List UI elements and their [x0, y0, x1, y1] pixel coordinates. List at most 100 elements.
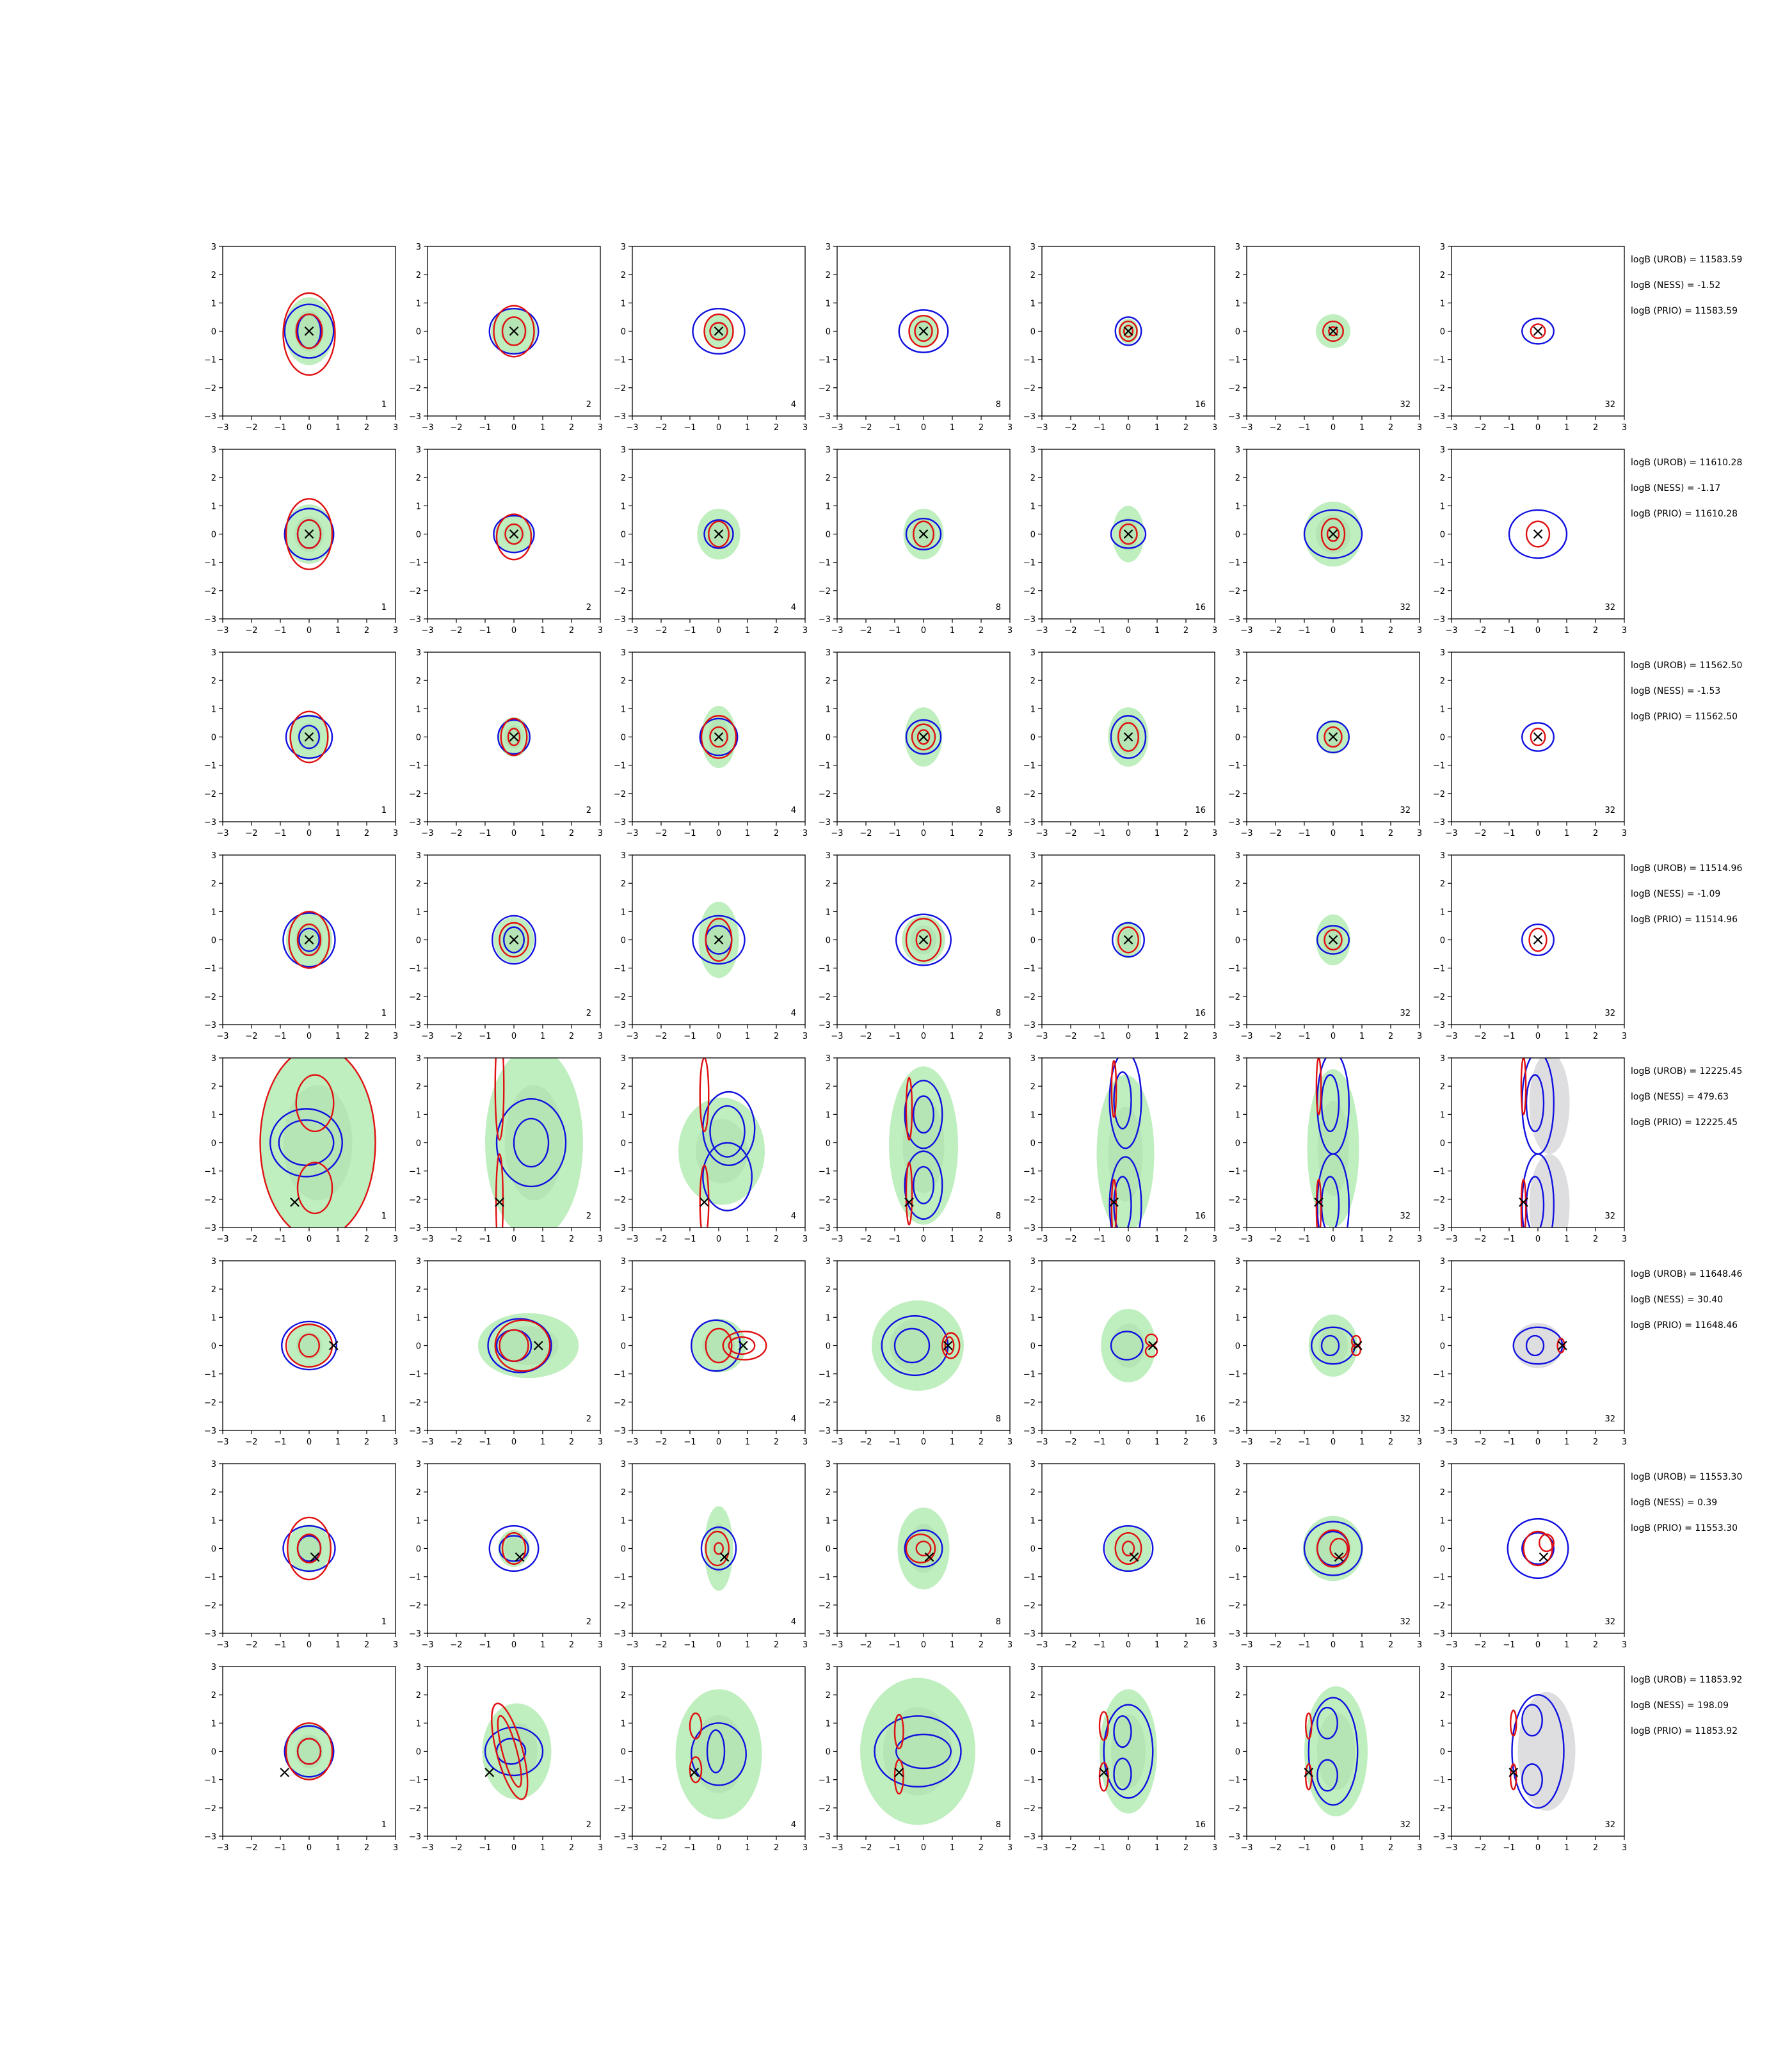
x-tick-label: 3 [1417, 626, 1422, 636]
x-tick-label: 2 [979, 1437, 984, 1447]
x-tick-label: −3 [831, 1640, 843, 1650]
panel-index-label: 4 [791, 1820, 796, 1830]
x-tick-label: −1 [1093, 829, 1105, 838]
y-tick-label: 2 [621, 1082, 626, 1092]
y-tick-label: 0 [211, 1342, 216, 1352]
x-tick-label: 0 [1535, 1032, 1540, 1041]
x-tick-label: −3 [216, 1640, 228, 1650]
y-tick-label: 2 [211, 474, 216, 483]
red-contour-1 [1351, 1334, 1361, 1348]
x-tick-label: 0 [511, 829, 516, 838]
y-tick-label: −1 [614, 559, 626, 568]
plot-area: × [872, 1300, 964, 1391]
red-contour-2 [1510, 1763, 1517, 1791]
posterior-density-fill [1304, 501, 1362, 567]
x-tick-label: 3 [803, 1437, 808, 1447]
blue-contour-1 [703, 519, 734, 549]
plot-area: × [1302, 1516, 1364, 1581]
y-tick-label: 0 [211, 1139, 216, 1149]
x-tick-label: 2 [1593, 1235, 1598, 1244]
x-tick-label: 3 [1622, 1235, 1627, 1244]
x-tick-label: −1 [1298, 1235, 1310, 1244]
x-tick-label: −3 [216, 626, 228, 636]
y-tick-label: 3 [211, 1257, 216, 1267]
logB-label: logB (PRIO) = 11853.92 [1631, 1726, 1738, 1736]
y-tick-label: −3 [409, 1021, 421, 1030]
x-tick-label: 1 [745, 1640, 750, 1650]
x-tick-label: −2 [1064, 423, 1076, 433]
y-tick-label: −3 [1433, 1427, 1445, 1436]
x-tick-label: 1 [1359, 423, 1364, 433]
panel-index-label: 8 [996, 1414, 1001, 1424]
x-tick-label: 0 [307, 829, 312, 838]
x-tick-label: 1 [1155, 626, 1160, 636]
x-tick-label: 2 [979, 423, 984, 433]
y-tick-label: 0 [211, 328, 216, 337]
y-tick-label: 2 [1030, 474, 1036, 483]
posterior-density-fill-inner [297, 723, 321, 751]
x-tick-label: −1 [479, 1235, 491, 1244]
posterior-density-fill-inner [708, 718, 730, 756]
plot-area: × [904, 707, 943, 767]
y-tick-label: 3 [211, 445, 216, 455]
panel-index-label: 8 [996, 1212, 1001, 1221]
y-tick-label: 0 [1235, 1342, 1240, 1352]
x-tick-label: 2 [1183, 1843, 1188, 1853]
x-tick-label: 1 [1564, 423, 1569, 433]
x-tick-label: −1 [1503, 626, 1515, 636]
x-tick-label: −3 [1240, 1640, 1252, 1650]
blue-contour-3 [1113, 1757, 1132, 1791]
x-tick-label: 0 [921, 1032, 926, 1041]
y-tick-label: 1 [1235, 908, 1240, 917]
x-tick-label: 1 [1359, 1032, 1364, 1041]
x-tick-label: −2 [450, 423, 462, 433]
posterior-density-fill-inner [1114, 1535, 1142, 1562]
blue-contour-3 [1525, 1074, 1545, 1133]
x-tick-label: −2 [1474, 1640, 1486, 1650]
true-value-marker: × [916, 931, 931, 950]
posterior-density-fill [860, 1677, 975, 1825]
x-tick-label: 1 [950, 423, 955, 433]
y-tick-label: −3 [614, 615, 626, 625]
x-tick-label: 2 [774, 1437, 779, 1447]
y-tick-label: 3 [1440, 243, 1445, 252]
y-tick-label: 0 [826, 1342, 831, 1352]
y-tick-label: 1 [211, 502, 216, 511]
y-tick-label: 2 [1030, 1082, 1036, 1092]
y-tick-label: −1 [1228, 964, 1240, 974]
red-contour-1 [259, 1058, 376, 1228]
plot-area: × [691, 1318, 767, 1373]
plot-area: × [1508, 509, 1568, 559]
true-value-marker: × [302, 322, 316, 341]
x-tick-label: −2 [1269, 423, 1281, 433]
x-tick-label: 1 [1359, 1843, 1364, 1853]
y-tick-label: −3 [1023, 1629, 1036, 1639]
y-tick-label: −2 [409, 1804, 421, 1814]
plot-area: × [1517, 1058, 1570, 1228]
y-tick-label: −3 [1023, 818, 1036, 828]
y-tick-label: 2 [621, 879, 626, 889]
x-tick-label: −2 [1269, 1437, 1281, 1447]
x-tick-label: 3 [1417, 423, 1422, 433]
x-tick-label: −1 [274, 1437, 286, 1447]
x-tick-label: −2 [1064, 1032, 1076, 1041]
x-tick-label: 0 [1126, 1032, 1131, 1041]
x-tick-label: 1 [1564, 1235, 1569, 1244]
x-tick-label: −1 [1298, 1032, 1310, 1041]
x-tick-label: −3 [216, 1235, 228, 1244]
y-tick-label: 0 [1440, 1748, 1445, 1757]
y-tick-label: 1 [1235, 502, 1240, 511]
red-contour-1 [1530, 728, 1546, 746]
x-tick-label: −3 [831, 1235, 843, 1244]
y-tick-label: 0 [211, 531, 216, 540]
x-tick-label: 1 [540, 1640, 545, 1650]
true-value-marker: × [1107, 1192, 1121, 1212]
y-tick-label: −1 [614, 1370, 626, 1380]
logB-annotations-row-1: logB (UROB) = 11583.59 logB (NESS) = -1.5… [1631, 255, 1742, 316]
true-value-marker: × [1121, 728, 1135, 747]
x-tick-label: 0 [1331, 1843, 1336, 1853]
y-tick-label: 0 [1235, 1139, 1240, 1149]
x-tick-label: −2 [1269, 1843, 1281, 1853]
panel-index-label: 32 [1400, 1820, 1411, 1830]
subplot-r4-c2: × −3 −2 −1 0 1 2 3 −3 −2 −1 0 1 2 3 2 [409, 851, 603, 1041]
